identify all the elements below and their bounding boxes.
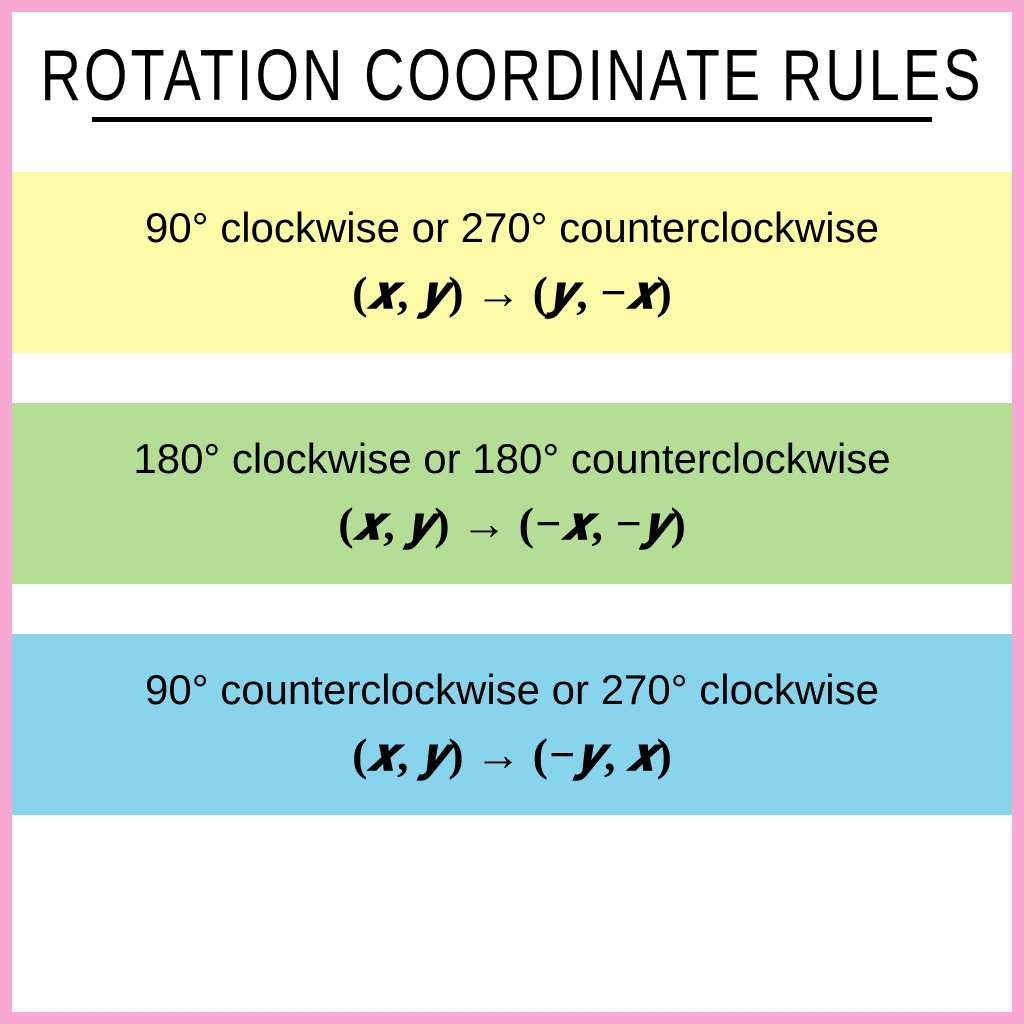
title-underline xyxy=(92,117,932,122)
rule-box-90cw: 90° clockwise or 270° counterclockwise (… xyxy=(12,172,1012,353)
page-title: ROTATION COORDINATE RULES xyxy=(12,32,1012,117)
rule-description: 90° counterclockwise or 270° clockwise xyxy=(32,666,992,714)
infographic-frame: ROTATION COORDINATE RULES 90° clockwise … xyxy=(0,0,1024,1024)
rule-box-90ccw: 90° counterclockwise or 270° clockwise (… xyxy=(12,634,1012,815)
rule-formula: (𝒙, 𝒚) → (−𝒙, −𝒚) xyxy=(32,497,992,552)
rule-description: 180° clockwise or 180° counterclockwise xyxy=(32,435,992,483)
rule-formula: (𝒙, 𝒚) → (𝒚, −𝒙) xyxy=(32,266,992,321)
rules-container: 90° clockwise or 270° counterclockwise (… xyxy=(12,172,1012,992)
rule-formula: (𝒙, 𝒚) → (−𝒚, 𝒙) xyxy=(32,728,992,783)
rule-box-180: 180° clockwise or 180° counterclockwise … xyxy=(12,403,1012,584)
rule-description: 90° clockwise or 270° counterclockwise xyxy=(32,204,992,252)
